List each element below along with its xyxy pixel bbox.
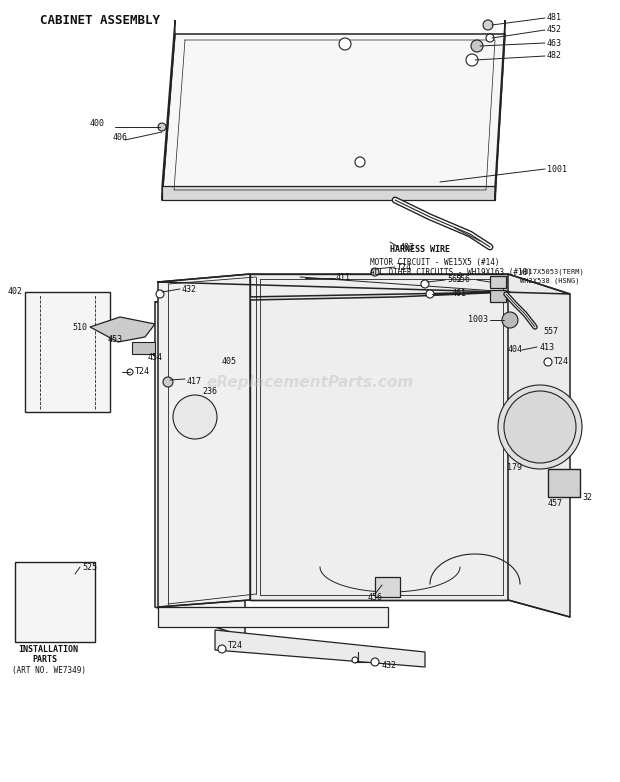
Polygon shape [15,562,95,642]
Polygon shape [162,34,505,200]
Text: 463: 463 [547,38,562,48]
Text: (ART NO. WE7349): (ART NO. WE7349) [12,665,86,675]
Text: 525: 525 [82,562,97,572]
Text: 236: 236 [202,388,217,396]
Text: 432: 432 [182,285,197,293]
Text: 461: 461 [452,289,467,299]
Circle shape [355,157,365,167]
Text: eReplacementParts.com: eReplacementParts.com [206,375,414,389]
Text: 557: 557 [543,328,558,336]
Polygon shape [155,292,510,302]
Circle shape [471,40,483,52]
Polygon shape [158,274,250,607]
Text: T24: T24 [135,368,150,376]
Circle shape [163,377,173,387]
Polygon shape [162,20,175,200]
Circle shape [421,280,429,288]
Text: MOTOR CIRCUIT - WE15X5 (#14): MOTOR CIRCUIT - WE15X5 (#14) [370,257,500,267]
Polygon shape [158,607,388,627]
FancyBboxPatch shape [490,290,506,302]
Text: INSTALLATION: INSTALLATION [18,645,78,655]
Polygon shape [132,342,155,354]
Text: 411: 411 [336,274,351,282]
Circle shape [218,645,226,653]
Text: 1003: 1003 [468,315,488,325]
Polygon shape [508,274,570,617]
Circle shape [498,385,582,469]
Polygon shape [90,317,155,342]
Text: 556: 556 [455,275,470,285]
Text: ALL OTHER CIRCUITS - WH19X163 (#18): ALL OTHER CIRCUITS - WH19X163 (#18) [370,267,532,277]
Circle shape [371,268,379,276]
Text: WB17X5053(TERM): WB17X5053(TERM) [520,269,584,275]
Polygon shape [215,630,425,667]
Text: HARNESS WIRE: HARNESS WIRE [390,246,450,254]
FancyBboxPatch shape [375,577,400,597]
Circle shape [502,312,518,328]
Text: T24: T24 [228,641,243,651]
Circle shape [127,369,133,375]
Text: 482: 482 [547,52,562,60]
Text: 432: 432 [382,661,397,669]
Circle shape [339,38,351,50]
Text: CABINET ASSEMBLY: CABINET ASSEMBLY [40,13,160,27]
Circle shape [483,20,493,30]
FancyBboxPatch shape [490,276,506,288]
Circle shape [156,290,164,298]
Text: 413: 413 [540,343,555,351]
Polygon shape [162,186,495,200]
Text: 510: 510 [72,322,87,332]
Text: 179: 179 [507,462,522,472]
Polygon shape [495,20,505,200]
Text: 405: 405 [222,357,237,367]
Circle shape [173,395,217,439]
Circle shape [371,658,379,666]
Text: 404: 404 [508,346,523,354]
Circle shape [504,391,576,463]
FancyBboxPatch shape [548,469,580,497]
Polygon shape [250,274,508,600]
Text: 562: 562 [447,275,462,285]
Text: 453: 453 [108,335,123,345]
Circle shape [466,54,478,66]
Text: PARTS: PARTS [32,655,57,665]
Text: WH2X538 (HSNG): WH2X538 (HSNG) [520,278,580,284]
Circle shape [352,657,358,663]
Text: 403: 403 [400,242,415,252]
Text: 402: 402 [8,288,23,296]
Text: 457: 457 [548,500,563,508]
Text: 406: 406 [113,132,128,142]
Circle shape [426,290,434,298]
Text: 452: 452 [547,26,562,34]
Polygon shape [25,292,110,412]
Text: 1001: 1001 [547,164,567,174]
Circle shape [544,358,552,366]
Text: 481: 481 [547,13,562,23]
Text: 32: 32 [582,493,592,501]
Text: 417: 417 [187,378,202,386]
Text: T24: T24 [397,263,412,271]
Circle shape [486,34,494,42]
Text: 456: 456 [368,593,383,601]
Text: 400: 400 [90,120,105,128]
Text: T24: T24 [554,357,569,367]
Text: 454: 454 [148,353,163,363]
Polygon shape [155,297,245,637]
Circle shape [158,123,166,131]
